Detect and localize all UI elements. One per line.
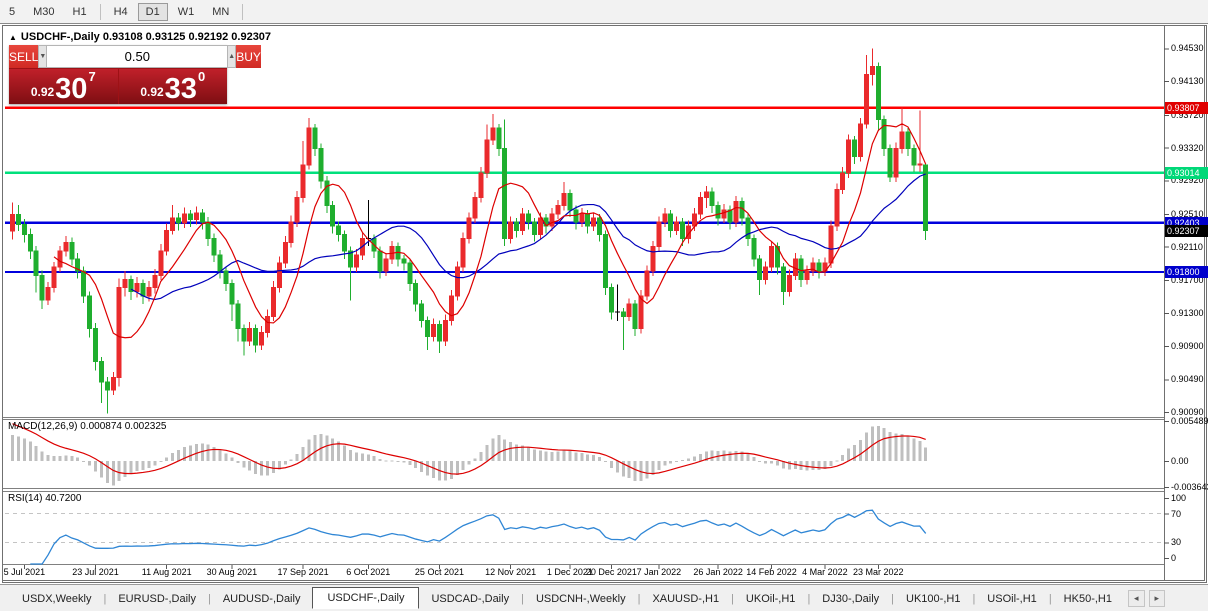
date-axis-label: 6 Oct 2021	[346, 567, 391, 577]
date-axis-label: 23 Mar 2022	[852, 567, 904, 577]
tab-separator: |	[637, 592, 641, 605]
timeframe-button-h1[interactable]: H1	[72, 5, 87, 18]
date-axis-label: 25 Oct 2021	[414, 567, 464, 577]
ask-price-pip: 0	[197, 69, 206, 84]
date-axis-label: 12 Nov 2021	[485, 567, 537, 577]
one-click-trade-panel: SELL ▼ ▲ BUY 0.92 30 7 0.92 33 0	[9, 45, 261, 105]
rsi-axis-label: 100	[1171, 493, 1187, 503]
volume-decrease-button[interactable]: ▼	[38, 45, 48, 68]
timeframe-button-m30[interactable]: M30	[33, 5, 55, 18]
ask-price-main: 33	[164, 73, 197, 105]
ohlc-values: 0.93108 0.93125 0.92192 0.92307	[102, 31, 272, 43]
tabs-scroll-left-icon[interactable]: ◂	[1127, 590, 1145, 607]
ask-price-prefix: 0.92	[140, 85, 164, 99]
toolbar-separator	[242, 3, 244, 20]
macd-signal-value: 0.002325	[124, 421, 167, 432]
tab-separator: |	[103, 592, 107, 605]
rsi-value: 40.7200	[45, 493, 82, 504]
tab-separator: |	[1048, 592, 1052, 605]
volume-increase-button[interactable]: ▲	[227, 45, 237, 68]
date-axis-label: 5 Jul 2021	[3, 567, 46, 577]
price-axis-label: 0.91300	[1171, 307, 1204, 318]
toolbar-separator	[99, 3, 101, 20]
date-axis-label: 30 Aug 2021	[206, 567, 258, 577]
bid-price-pip: 7	[88, 69, 96, 84]
bid-price-main: 30	[55, 73, 88, 105]
price-line-tag: 0.93807	[1165, 101, 1208, 114]
ask-price-button[interactable]: 0.92 33 0	[118, 69, 227, 105]
tab-usdx[interactable]: USDX,Weekly	[22, 592, 92, 605]
date-axis-label: 14 Feb 2022	[746, 567, 797, 577]
timeframe-button-h4[interactable]: H4	[113, 5, 128, 18]
macd-axis-label: 0.00	[1171, 455, 1189, 466]
date-axis-label: 17 Sep 2021	[277, 567, 329, 577]
macd-axis-label: -0.003643	[1171, 482, 1208, 492]
tab-separator: |	[972, 592, 976, 605]
timeframe-button-mn[interactable]: MN	[212, 5, 230, 18]
macd-main-value: 0.000874	[80, 421, 122, 432]
tabs-scroll-right-icon[interactable]: ▸	[1148, 590, 1166, 607]
date-axis-label: 23 Jul 2021	[72, 567, 119, 577]
price-axis-label: 0.94130	[1171, 76, 1204, 87]
tab-audusd-[interactable]: AUDUSD-,Daily	[222, 592, 301, 605]
bid-price-button[interactable]: 0.92 30 7	[9, 69, 118, 104]
tab-usdcad-[interactable]: USDCAD-,Daily	[431, 592, 510, 605]
macd-axis-label: 0.005489	[1171, 416, 1208, 426]
tab-separator: |	[731, 592, 734, 605]
tab-usoil-[interactable]: USOil-,H1	[987, 592, 1037, 605]
tab-separator: |	[207, 592, 211, 605]
date-axis-label: 11 Aug 2021	[141, 567, 192, 577]
tab-separator: |	[807, 592, 811, 605]
bid-price-prefix: 0.92	[30, 85, 55, 99]
date-axis-label: 4 Mar 2022	[802, 567, 848, 577]
symbol-title: ▲ USDCHF-,Daily 0.93108 0.93125 0.92192 0…	[9, 31, 271, 43]
tab-separator: |	[521, 592, 524, 605]
volume-input[interactable]	[47, 45, 228, 68]
price-axis-label: 0.90900	[1171, 340, 1204, 351]
price-line-tag: 0.93014	[1165, 166, 1208, 179]
rsi-axis-label: 30	[1171, 537, 1182, 548]
current-price-tag: 0.92307	[1165, 224, 1208, 237]
sell-button[interactable]: SELL	[9, 45, 39, 68]
rsi-axis-label: 70	[1171, 508, 1182, 519]
price-axis-label: 0.92110	[1171, 241, 1203, 252]
tab-uk100-[interactable]: UK100-,H1	[906, 592, 961, 605]
price-axis-label: 0.93320	[1171, 142, 1204, 153]
timeframe-button-w1[interactable]: W1	[177, 5, 195, 18]
macd-indicator-label: MACD(12,26,9) 0.000874 0.002325	[8, 421, 167, 432]
timeframe-toolbar: 5 M30 H1 H4 D1 W1 MN	[0, 0, 1208, 24]
date-axis-label: 7 Jan 2022	[636, 567, 682, 577]
collapse-panel-icon[interactable]: ▲	[9, 33, 17, 42]
price-axis-label: 0.90490	[1171, 374, 1204, 385]
tab-xauusd-[interactable]: XAUUSD-,H1	[652, 592, 720, 605]
symbol-tab-bar: USDX,Weekly | EURUSD-,Daily | AUDUSD-,Daily U…	[0, 584, 1208, 611]
date-axis-label: 26 Jan 2022	[693, 567, 743, 577]
tab-eurusd-[interactable]: EURUSD-,Daily	[118, 592, 196, 605]
tab-hk50-[interactable]: HK50-,H1	[1063, 592, 1112, 605]
timeframe-button-d1[interactable]: D1	[137, 2, 168, 21]
timeframe-button-5[interactable]: 5	[9, 5, 16, 18]
rsi-axis-label: 0	[1171, 553, 1177, 563]
price-axis-label: 0.94530	[1171, 43, 1204, 54]
tab-separator: |	[891, 592, 895, 605]
tab-usdchf-[interactable]: USDCHF-,Daily	[312, 587, 420, 609]
price-line-tag: 0.91800	[1165, 266, 1208, 279]
tab-ukoil-[interactable]: UKOil-,H1	[745, 592, 796, 605]
rsi-indicator-label: RSI(14) 40.7200	[8, 493, 82, 504]
buy-button[interactable]: BUY	[236, 45, 261, 68]
tab-dj30-[interactable]: DJ30-,Daily	[822, 592, 880, 605]
date-axis-label: 20 Dec 2021	[585, 567, 637, 577]
tab-usdcnh-[interactable]: USDCNH-,Weekly	[535, 592, 626, 605]
symbol-name: USDCHF-,Daily	[20, 31, 100, 43]
